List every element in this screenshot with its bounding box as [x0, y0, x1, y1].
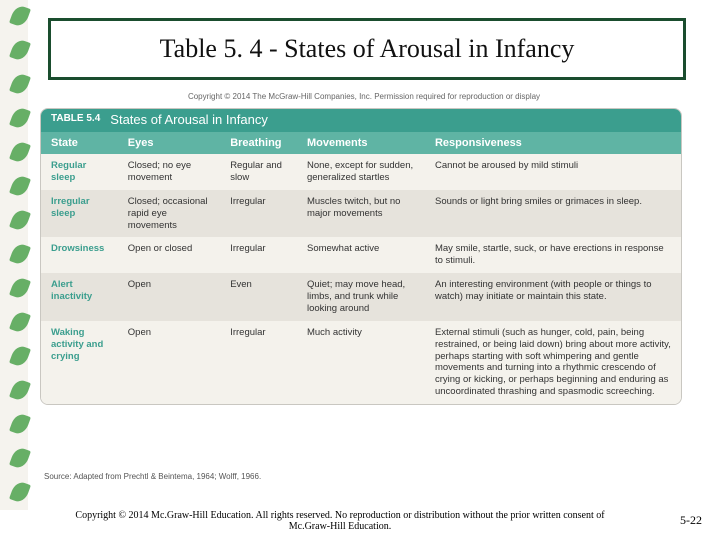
table-cell: Closed; occasional rapid eye movements — [118, 190, 220, 238]
table-cell: Irregular sleep — [41, 190, 118, 238]
table-source: Source: Adapted from Prechtl & Beintema,… — [44, 472, 261, 481]
table-cell: Much activity — [297, 321, 425, 404]
table-row: Alert inactivityOpenEvenQuiet; may move … — [41, 273, 681, 321]
table-badge: TABLE 5.4 — [41, 109, 110, 128]
column-header: Breathing — [220, 132, 297, 154]
slide-title-box: Table 5. 4 - States of Arousal in Infanc… — [48, 18, 686, 80]
table-row: Waking activity and cryingOpenIrregularM… — [41, 321, 681, 404]
table-cell: Alert inactivity — [41, 273, 118, 321]
table-cell: Regular sleep — [41, 154, 118, 190]
table-cell: An interesting environment (with people … — [425, 273, 681, 321]
page-number: 5-22 — [680, 513, 702, 528]
table-cell: Muscles twitch, but no major movements — [297, 190, 425, 238]
column-header: Eyes — [118, 132, 220, 154]
table-cell: Waking activity and crying — [41, 321, 118, 404]
table-cell: Irregular — [220, 190, 297, 238]
table-cell: Irregular — [220, 237, 297, 273]
table-caption: States of Arousal in Infancy — [41, 109, 681, 132]
table-cell: Open — [118, 321, 220, 404]
table-cell: Quiet; may move head, limbs, and trunk w… — [297, 273, 425, 321]
table-cell: Cannot be aroused by mild stimuli — [425, 154, 681, 190]
slide-title: Table 5. 4 - States of Arousal in Infanc… — [160, 34, 575, 64]
table-card: TABLE 5.4 States of Arousal in Infancy S… — [40, 108, 682, 405]
column-header: State — [41, 132, 118, 154]
table-cell: Sounds or light bring smiles or grimaces… — [425, 190, 681, 238]
top-copyright: Copyright © 2014 The McGraw-Hill Compani… — [48, 92, 680, 101]
column-header: Responsiveness — [425, 132, 681, 154]
table-cell: Somewhat active — [297, 237, 425, 273]
table-cell: Drowsiness — [41, 237, 118, 273]
table-cell: May smile, startle, suck, or have erecti… — [425, 237, 681, 273]
footer-copyright: Copyright © 2014 Mc.Graw-Hill Education.… — [60, 510, 620, 532]
table-row: Irregular sleepClosed; occasional rapid … — [41, 190, 681, 238]
table-cell: Open or closed — [118, 237, 220, 273]
table-cell: None, except for sudden, generalized sta… — [297, 154, 425, 190]
column-header: Movements — [297, 132, 425, 154]
table-cell: Regular and slow — [220, 154, 297, 190]
table-row: DrowsinessOpen or closedIrregularSomewha… — [41, 237, 681, 273]
left-decoration — [0, 0, 28, 540]
table-cell: Closed; no eye movement — [118, 154, 220, 190]
table-cell: Even — [220, 273, 297, 321]
table-row: Regular sleepClosed; no eye movementRegu… — [41, 154, 681, 190]
table-cell: Open — [118, 273, 220, 321]
table-cell: External stimuli (such as hunger, cold, … — [425, 321, 681, 404]
arousal-table: StateEyesBreathingMovementsResponsivenes… — [41, 132, 681, 404]
table-cell: Irregular — [220, 321, 297, 404]
